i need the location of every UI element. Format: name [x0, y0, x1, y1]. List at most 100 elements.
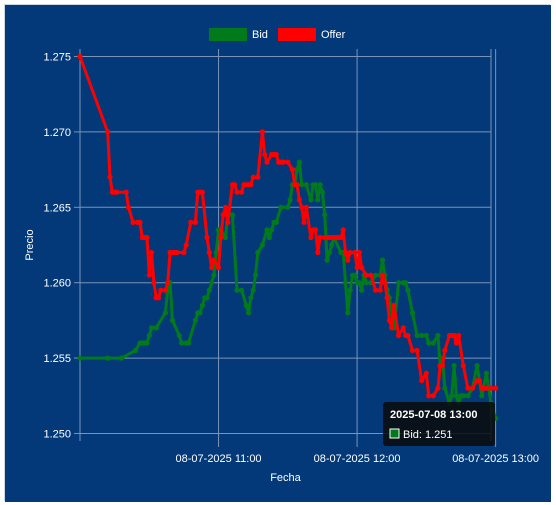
data-point-bid[interactable]: [451, 363, 457, 369]
data-point-bid[interactable]: [359, 287, 365, 293]
data-point-offer[interactable]: [451, 332, 457, 339]
data-point-bid[interactable]: [250, 287, 256, 293]
data-point-bid[interactable]: [229, 212, 235, 218]
data-point-offer[interactable]: [225, 219, 231, 225]
data-point-bid[interactable]: [185, 340, 192, 346]
data-point-offer[interactable]: [469, 385, 476, 391]
data-point-offer[interactable]: [423, 370, 429, 376]
data-point-offer[interactable]: [174, 249, 180, 256]
data-point-offer[interactable]: [340, 227, 346, 233]
data-point-offer[interactable]: [123, 189, 129, 195]
data-point-bid[interactable]: [169, 317, 175, 323]
data-point-bid[interactable]: [294, 167, 300, 173]
data-point-bid[interactable]: [479, 393, 485, 399]
data-point-bid[interactable]: [199, 302, 205, 308]
data-point-offer[interactable]: [435, 385, 441, 391]
data-point-offer[interactable]: [155, 295, 162, 301]
data-point-bid[interactable]: [453, 393, 459, 399]
data-point-offer[interactable]: [222, 204, 229, 210]
data-point-offer[interactable]: [363, 272, 369, 278]
data-point-offer[interactable]: [456, 332, 462, 339]
legend[interactable]: Bid Offer: [209, 28, 346, 41]
data-point-bid[interactable]: [460, 393, 466, 399]
data-point-bid[interactable]: [423, 332, 429, 339]
data-point-offer[interactable]: [162, 287, 168, 293]
data-point-bid[interactable]: [176, 332, 182, 339]
data-point-offer[interactable]: [125, 204, 132, 210]
data-point-bid[interactable]: [179, 340, 185, 346]
data-point-bid[interactable]: [465, 393, 471, 399]
data-point-bid[interactable]: [211, 272, 217, 278]
data-point-offer[interactable]: [183, 242, 189, 248]
data-point-bid[interactable]: [317, 182, 323, 188]
data-point-offer[interactable]: [165, 280, 171, 286]
data-point-offer[interactable]: [273, 151, 279, 158]
data-point-bid[interactable]: [252, 272, 259, 278]
data-point-offer[interactable]: [426, 393, 432, 399]
data-point-bid[interactable]: [273, 219, 279, 225]
data-point-offer[interactable]: [379, 272, 386, 278]
data-point-offer[interactable]: [476, 378, 483, 384]
data-point-offer[interactable]: [312, 227, 319, 233]
data-point-bid[interactable]: [363, 280, 369, 286]
data-point-bid[interactable]: [449, 393, 455, 399]
data-point-bid[interactable]: [153, 325, 159, 331]
data-point-offer[interactable]: [493, 385, 499, 391]
data-point-bid[interactable]: [345, 310, 351, 316]
data-point-bid[interactable]: [246, 310, 252, 316]
data-point-offer[interactable]: [181, 249, 187, 256]
data-point-bid[interactable]: [119, 355, 125, 361]
data-point-offer[interactable]: [218, 234, 224, 241]
data-point-offer[interactable]: [483, 385, 489, 391]
data-point-offer[interactable]: [204, 234, 210, 241]
data-point-bid[interactable]: [266, 234, 272, 241]
data-point-offer[interactable]: [285, 159, 291, 165]
data-point-offer[interactable]: [146, 272, 152, 278]
data-point-offer[interactable]: [199, 189, 205, 195]
legend-item-offer[interactable]: Offer: [278, 28, 346, 41]
data-point-offer[interactable]: [373, 287, 379, 293]
data-point-bid[interactable]: [213, 249, 219, 256]
data-point-bid[interactable]: [278, 204, 284, 210]
data-point-bid[interactable]: [299, 182, 305, 188]
data-point-offer[interactable]: [453, 340, 459, 346]
data-point-bid[interactable]: [322, 212, 328, 218]
data-point-offer[interactable]: [158, 287, 164, 293]
data-point-offer[interactable]: [419, 378, 425, 384]
data-point-bid[interactable]: [296, 159, 302, 165]
data-point-offer[interactable]: [255, 174, 261, 180]
data-point-offer[interactable]: [400, 325, 406, 331]
data-point-offer[interactable]: [130, 219, 136, 225]
data-point-bid[interactable]: [379, 257, 386, 263]
data-point-offer[interactable]: [220, 212, 226, 218]
data-point-offer[interactable]: [347, 249, 353, 256]
data-point-bid[interactable]: [239, 287, 245, 293]
data-point-bid[interactable]: [409, 310, 416, 316]
data-point-bid[interactable]: [435, 332, 441, 339]
data-point-offer[interactable]: [209, 265, 215, 271]
data-point-offer[interactable]: [359, 265, 365, 271]
data-point-offer[interactable]: [151, 280, 157, 286]
data-point-offer[interactable]: [250, 174, 256, 180]
data-point-bid[interactable]: [269, 227, 275, 233]
legend-item-bid[interactable]: Bid: [209, 28, 268, 41]
data-point-offer[interactable]: [303, 204, 309, 210]
data-point-bid[interactable]: [255, 249, 261, 256]
data-point-offer[interactable]: [442, 347, 448, 354]
data-point-bid[interactable]: [352, 272, 358, 278]
data-point-bid[interactable]: [206, 287, 212, 293]
data-point-bid[interactable]: [319, 189, 325, 195]
data-point-offer[interactable]: [338, 234, 344, 241]
data-point-bid[interactable]: [403, 280, 409, 286]
data-point-offer[interactable]: [414, 347, 420, 354]
data-point-offer[interactable]: [301, 219, 307, 225]
data-point-offer[interactable]: [294, 182, 300, 188]
data-point-bid[interactable]: [356, 280, 362, 286]
data-point-offer[interactable]: [137, 219, 143, 225]
data-point-bid[interactable]: [132, 347, 138, 354]
data-point-bid[interactable]: [144, 340, 150, 346]
data-point-bid[interactable]: [324, 257, 330, 263]
data-point-bid[interactable]: [248, 295, 254, 301]
data-point-offer[interactable]: [259, 129, 265, 135]
data-point-offer[interactable]: [248, 182, 254, 188]
